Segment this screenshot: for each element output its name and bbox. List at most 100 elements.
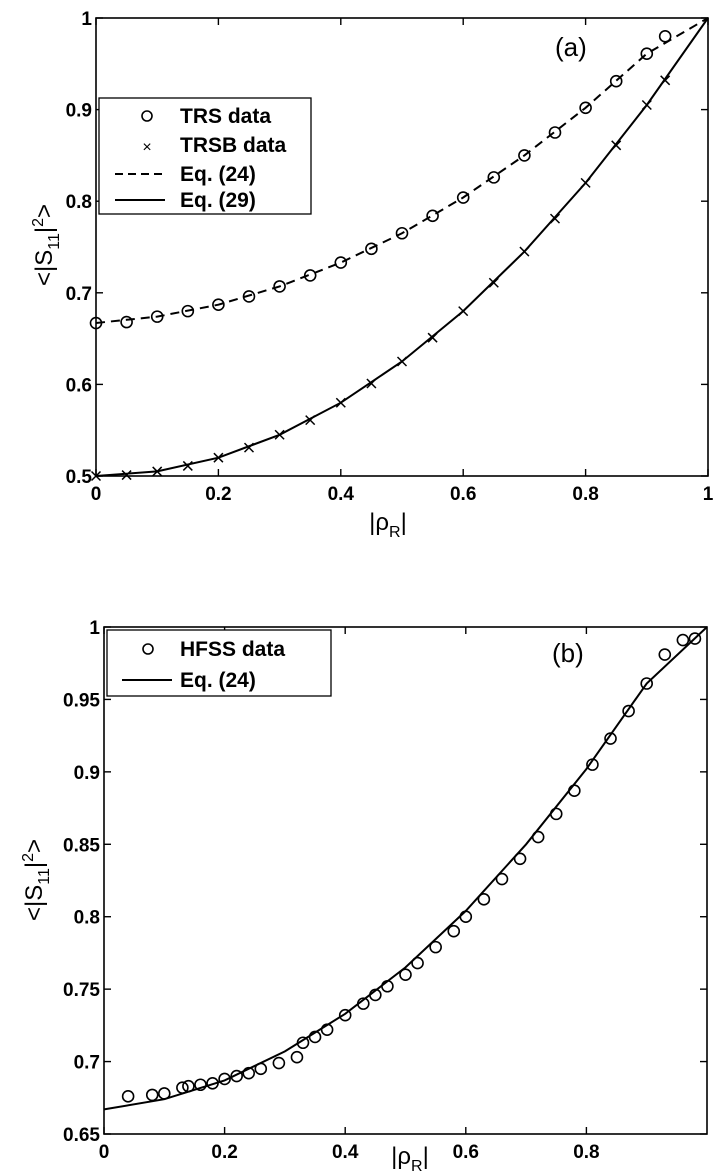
panel-a-legend-eq24-label: Eq. (24) [180, 163, 256, 186]
panel-b-x-axis-label-end: | [423, 1143, 429, 1170]
panel-b-eq-24-line [103, 626, 708, 1111]
panel-a-x-tick-label: 0.6 [450, 484, 476, 505]
panel-a-x-axis-label-sub: R [389, 524, 401, 541]
panel-a-y-tick-label: 0.6 [66, 375, 92, 396]
panel-a-y-axis-label-sub: 11 [46, 233, 63, 250]
panel-a-trs-data-point [120, 315, 133, 329]
panel-a-trs-data-point [487, 171, 501, 184]
panel-a-x-axis-label: |ρR| [369, 509, 407, 541]
panel-b-hfss-data-point [477, 893, 491, 906]
panel-a-tag: (a) [555, 32, 587, 62]
panel-b-y-axis-label-mid: | [21, 862, 48, 868]
panel-b-y-tick-label: 0.9 [74, 763, 100, 784]
panel-a-x-tick-label: 0.4 [328, 484, 355, 505]
panel-b-y-axis-label-sup: 2 [20, 853, 37, 862]
panel-b-x-axis-label: |ρR| [391, 1143, 429, 1171]
panel-a-y-axis-label: <|S11|2> [30, 204, 63, 286]
panel-b-legend-eq24-label: Eq. (24) [180, 669, 256, 692]
panel-a-trs-data-point [518, 149, 531, 162]
panel-b-chart: 0 0.2 0.4 0.6 0.80.650.70.750.80.850.90.951 … [20, 618, 708, 1171]
panel-a-trs-data-point [426, 209, 439, 223]
panel-b-hfss-data-point [676, 633, 690, 647]
panel-b-x-tick-label: 0 [99, 1142, 110, 1163]
panel-b-tag: (b) [552, 638, 584, 668]
panel-a-trs-data-point [395, 226, 409, 240]
panel-b-legend-box [106, 629, 332, 697]
panel-b-x-tick-label: 0.2 [211, 1142, 237, 1163]
panel-a-trs-data-point [334, 256, 348, 269]
panel-a-x-tick-label: 0 [91, 484, 102, 505]
panel-a-plot-frame [95, 17, 709, 477]
panel-a-x-tick-label: 1 [703, 484, 714, 505]
panel-a-trs-data-point [181, 304, 195, 318]
panel-b-legend: HFSS data Eq. (24) [106, 629, 332, 697]
panel-a-y-tick-label: 0.8 [66, 192, 92, 213]
panel-a-legend-trs-marker [141, 110, 153, 122]
panel-b-hfss-data-point [688, 632, 702, 645]
panel-a-ticks: 0 0.2 0.4 0.6 0.8 1 0.5 0.6 0.7 0.8 0.9 1 [66, 9, 714, 505]
panel-b-hfss-data-point [230, 1069, 243, 1083]
panel-b-hfss-data-point [290, 1050, 304, 1064]
panel-b-hfss-data-point [640, 677, 654, 690]
panel-b-marks [103, 626, 708, 1111]
panel-a-y-tick-label: 0.9 [66, 101, 92, 122]
panel-a-x-axis-label-end: | [401, 509, 407, 536]
panel-b-hfss-data-point [513, 852, 527, 866]
panel-a-legend-box [98, 97, 312, 215]
panel-b-hfss-data-point [658, 648, 672, 661]
panel-a-trs-data-point [548, 126, 562, 139]
panel-b-hfss-data-point [495, 872, 509, 886]
panel-a-trs-data-point [456, 191, 470, 204]
panel-a-trs-data-point [658, 30, 672, 43]
panel-a-legend-eq29-label: Eq. (29) [180, 189, 256, 212]
panel-b-y-tick-label: 0.95 [63, 690, 100, 711]
panel-a-eq-24-line [95, 17, 709, 324]
panel-a-x-tick-label: 0.8 [572, 484, 598, 505]
panel-b-hfss-data-point [194, 1078, 207, 1092]
panel-a-y-axis-label-end: > [31, 204, 58, 218]
panel-a-y-tick-label: 0.7 [66, 284, 92, 305]
panel-b-plot-frame [103, 626, 708, 1135]
panel-a-trs-data-point [150, 310, 164, 323]
panel-a-marks [89, 17, 709, 482]
panel-a-y-axis-label-sup: 2 [30, 218, 47, 227]
panel-b-y-axis-label-sub: 11 [36, 868, 53, 885]
panel-b-legend-hfss-marker [142, 643, 154, 655]
panel-b-y-tick-label: 0.85 [63, 835, 100, 856]
panel-b-hfss-data-point [622, 704, 635, 718]
panel-b-y-tick-label: 0.75 [63, 980, 100, 1001]
panel-a-trs-data-point [212, 298, 225, 312]
panel-b-hfss-data-point [121, 1090, 135, 1103]
panel-b-hfss-data-point [272, 1056, 286, 1070]
panel-a-trs-data-point [303, 269, 317, 282]
panel-b-hfss-data-point [429, 940, 442, 954]
panel-b-y-tick-label: 1 [89, 618, 100, 639]
panel-a-trs-data-point [273, 280, 286, 293]
panel-a-y-tick-label: 1 [81, 9, 92, 30]
panel-b-hfss-data-point [338, 1008, 352, 1022]
panel-b-y-tick-label: 0.8 [74, 908, 100, 929]
panel-b-hfss-data-point [242, 1066, 256, 1080]
panel-a-eq-29-line [95, 17, 709, 477]
panel-b-y-axis-label: <|S11|2> [20, 839, 53, 921]
panel-a-legend-trsb-marker: × [142, 139, 151, 156]
panel-b-x-tick-label: 0.8 [573, 1142, 599, 1163]
panel-a-legend: TRS data × TRSB data Eq. (24) Eq. (29) [98, 97, 312, 215]
panel-b-x-axis-label-sub: R [411, 1158, 423, 1171]
panel-a-x-tick-label: 0.2 [205, 484, 231, 505]
panel-a-y-axis-label-mid: | [31, 227, 58, 233]
panel-a-legend-trsb-label: TRSB data [180, 134, 287, 157]
panel-a-chart: 0 0.2 0.4 0.6 0.8 10.50.60.70.80.91 (a) |ρR| … [30, 9, 714, 541]
panel-a-legend-trs-label: TRS data [180, 105, 271, 128]
panel-b-hfss-data-point [399, 968, 412, 981]
panel-a-trsb-data-point [121, 470, 132, 481]
panel-a-trs-data-point [579, 101, 592, 115]
panel-b-legend-hfss-label: HFSS data [180, 638, 285, 661]
panel-a-trsb-data-point-stroke [121, 470, 132, 481]
panel-b-hfss-data-point [604, 732, 617, 745]
panel-a-y-tick-label: 0.5 [66, 467, 93, 488]
panel-b-hfss-data-point [411, 956, 424, 970]
panel-a-trs-data-point [609, 74, 623, 88]
panel-b-x-tick-label: 0.4 [332, 1142, 359, 1163]
